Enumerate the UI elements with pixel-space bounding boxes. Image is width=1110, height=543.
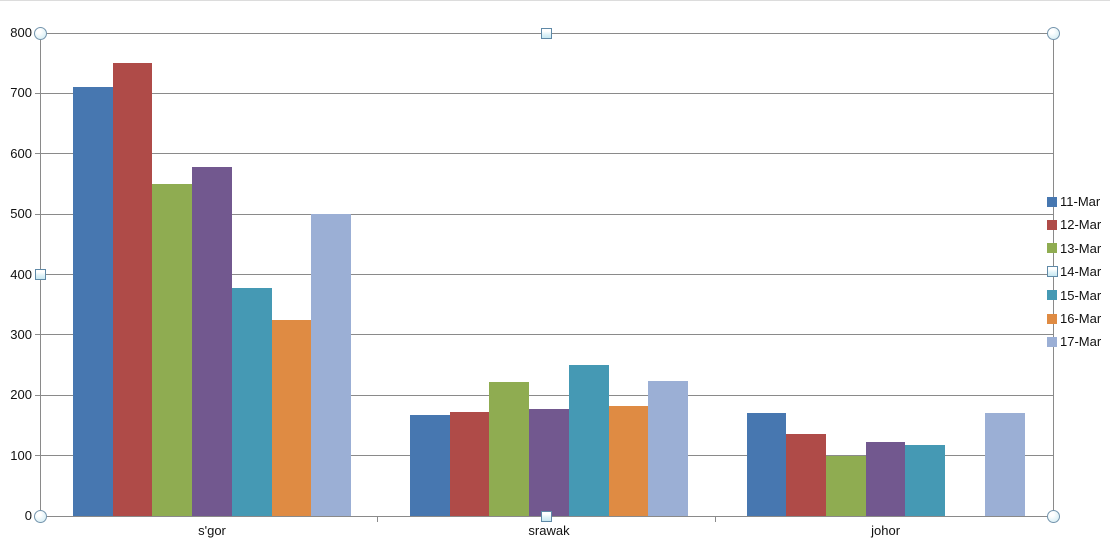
legend-swatch — [1047, 336, 1057, 347]
selection-handle-edge[interactable] — [541, 510, 552, 522]
bar-16-Mar-srawak[interactable] — [608, 406, 649, 516]
legend-item-15-Mar[interactable]: 15-Mar — [1047, 287, 1102, 303]
bar-14-Mar-johor[interactable] — [865, 442, 906, 516]
y-tick-mark — [35, 213, 40, 215]
legend-item-12-Mar[interactable]: 12-Mar — [1047, 217, 1102, 233]
bar-13-Mar-johor[interactable] — [826, 455, 866, 516]
legend-label: 16-Mar — [1060, 311, 1102, 326]
selection-handle-corner[interactable] — [33, 509, 47, 523]
legend-item-13-Mar[interactable]: 13-Mar — [1047, 240, 1102, 256]
x-category-label[interactable]: srawak — [528, 523, 570, 538]
x-category-label[interactable]: s'gor — [198, 523, 226, 538]
y-tick-label[interactable]: 0 — [24, 508, 32, 523]
legend-label: 14-Mar — [1060, 264, 1102, 280]
bar-11-Mar-johor[interactable] — [746, 413, 787, 516]
y-tick-label[interactable]: 300 — [10, 326, 32, 342]
y-tick-mark — [35, 92, 40, 94]
selection-handle-corner[interactable] — [1046, 26, 1060, 40]
bar-11-Mar-s'gor[interactable] — [73, 87, 113, 516]
y-tick-label[interactable]: 400 — [10, 266, 32, 282]
y-tick-mark — [35, 394, 40, 396]
major-gridline[interactable] — [40, 213, 1053, 215]
major-gridline[interactable] — [40, 334, 1053, 336]
y-tick-mark — [35, 334, 40, 336]
bar-14-Mar-s'gor[interactable] — [192, 167, 232, 516]
y-tick-label[interactable]: 800 — [10, 25, 32, 40]
bar-13-Mar-s'gor[interactable] — [152, 183, 193, 516]
x-category-tick — [377, 516, 379, 522]
selection-handle-edge[interactable] — [541, 27, 552, 39]
legend-label: 17-Mar — [1060, 334, 1102, 350]
major-gridline[interactable] — [40, 274, 1053, 275]
y-tick-label[interactable]: 600 — [10, 145, 32, 161]
legend-label: 13-Mar — [1060, 240, 1102, 256]
legend-item-16-Mar[interactable]: 16-Mar — [1047, 311, 1102, 326]
legend-label: 15-Mar — [1060, 287, 1102, 303]
bar-17-Mar-johor[interactable] — [984, 413, 1025, 516]
selection-handle-edge[interactable] — [1046, 266, 1058, 278]
selection-handle-corner[interactable] — [1046, 509, 1060, 523]
bar-12-Mar-srawak[interactable] — [449, 411, 490, 516]
y-tick-label[interactable]: 200 — [10, 387, 32, 403]
bar-17-Mar-srawak[interactable] — [648, 380, 688, 516]
major-gridline[interactable] — [40, 394, 1053, 396]
y-tick-label[interactable]: 700 — [10, 85, 32, 101]
major-gridline[interactable] — [40, 153, 1053, 155]
legend-item-17-Mar[interactable]: 17-Mar — [1047, 334, 1102, 350]
bar-16-Mar-s'gor[interactable] — [271, 320, 312, 516]
bar-12-Mar-johor[interactable] — [786, 433, 827, 516]
bar-11-Mar-srawak[interactable] — [410, 414, 450, 516]
bar-15-Mar-srawak[interactable] — [568, 365, 609, 516]
legend-swatch — [1047, 290, 1057, 301]
bar-12-Mar-s'gor[interactable] — [112, 63, 153, 516]
legend-swatch — [1047, 313, 1057, 324]
legend-label: 11-Mar — [1060, 194, 1101, 209]
bar-17-Mar-s'gor[interactable] — [311, 214, 351, 516]
x-category-label[interactable]: johor — [871, 523, 901, 538]
x-category-tick — [714, 516, 716, 522]
bar-14-Mar-srawak[interactable] — [529, 408, 569, 516]
legend-label: 12-Mar — [1060, 217, 1102, 233]
selection-handle-corner[interactable] — [33, 26, 47, 40]
legend-swatch — [1047, 196, 1057, 207]
y-tick-mark — [35, 455, 40, 457]
chart-top-edge — [0, 0, 1110, 1]
y-tick-label[interactable]: 500 — [10, 206, 32, 222]
major-gridline[interactable] — [40, 92, 1053, 94]
selection-handle-edge[interactable] — [34, 269, 46, 280]
legend-swatch — [1047, 219, 1057, 230]
bar-15-Mar-s'gor[interactable] — [231, 287, 272, 516]
bar-15-Mar-johor[interactable] — [905, 444, 946, 516]
legend-swatch — [1047, 243, 1057, 254]
legend-item-11-Mar[interactable]: 11-Mar — [1047, 194, 1101, 209]
y-tick-label[interactable]: 100 — [10, 447, 32, 463]
y-tick-mark — [35, 153, 40, 155]
bar-13-Mar-srawak[interactable] — [489, 381, 530, 516]
